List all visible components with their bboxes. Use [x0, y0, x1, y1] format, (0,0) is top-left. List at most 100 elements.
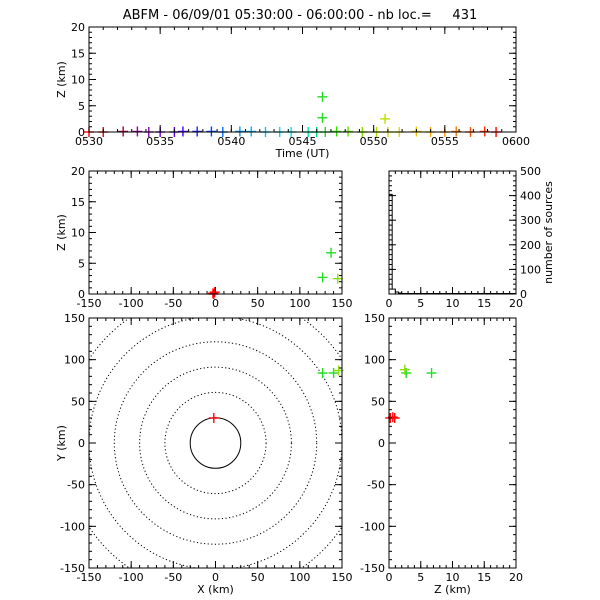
plan-view-panel: -150 -100 -50 0 50 100 150 -150 -100 -50 0 50 100 150…: [55, 312, 353, 596]
x-tick-label: 0: [386, 571, 393, 584]
range-ring: [89, 318, 342, 568]
y-tick-label: 50: [371, 395, 385, 408]
x-tick-label: 20: [509, 297, 523, 310]
x-tick-label: 50: [251, 297, 265, 310]
data-point: [209, 287, 220, 298]
x-axis-label: Z (km): [434, 583, 471, 596]
x-tick-label: 5: [417, 571, 424, 584]
y-tick-label: 500: [520, 165, 541, 178]
data-point: [332, 273, 343, 284]
y-axis-label: number of sources: [542, 181, 555, 284]
x-tick-label: -50: [164, 571, 182, 584]
x-tick-label: 0535: [146, 135, 174, 148]
y-tick-label: 10: [71, 74, 85, 87]
y-tick-label: -150: [60, 562, 85, 575]
x-tick-label: 100: [289, 297, 310, 310]
y-tick-label: -50: [67, 479, 85, 492]
data-point: [234, 126, 245, 137]
y-tick-label: 5: [78, 100, 85, 113]
y-tick-label: 150: [364, 312, 385, 325]
figure-title: ABFM - 06/09/01 05:30:00 - 06:00:00 - nb…: [123, 8, 478, 23]
data-point: [331, 126, 342, 137]
data-point: [208, 413, 219, 423]
y-tick-label: -50: [367, 479, 385, 492]
axes-frame: [88, 26, 517, 133]
data-point: [207, 288, 218, 299]
y-tick-label: 100: [520, 263, 541, 276]
x-tick-label: -150: [77, 571, 102, 584]
range-ring: [89, 318, 342, 568]
y-tick-label: 0: [78, 288, 85, 301]
range-ring: [113, 341, 318, 545]
data-point: [192, 126, 203, 137]
x-tick-label: 20: [509, 571, 523, 584]
x-tick-label: 50: [251, 571, 265, 584]
data-point: [317, 112, 328, 123]
x-tick-label: 0545: [289, 135, 317, 148]
x-height-panel: -150 -100 -50 0 50 100 150 0 5 10 15 20 Z (km): [55, 165, 353, 310]
axes-frame: [88, 170, 343, 295]
y-tick-label: 15: [71, 196, 85, 209]
data-point: [317, 91, 328, 102]
y-axis-label: Z (km): [55, 61, 68, 98]
x-tick-label: 5: [417, 297, 424, 310]
data-point: [317, 368, 328, 378]
y-tick-label: 0: [78, 126, 85, 139]
data-point: [118, 126, 129, 137]
x-tick-label: 10: [446, 297, 460, 310]
data-point: [317, 272, 328, 283]
y-tick-label: -100: [60, 520, 85, 533]
x-axis-label: X (km): [197, 583, 234, 596]
x-tick-label: 0550: [360, 135, 388, 148]
x-tick-label: -100: [119, 297, 144, 310]
y-tick-label: 15: [71, 47, 85, 60]
data-point: [132, 126, 143, 137]
x-tick-label: -150: [77, 297, 102, 310]
y-tick-label: 0: [378, 437, 385, 450]
y-axis-label: Z (km): [55, 214, 68, 251]
range-rings: [89, 318, 342, 568]
y-tick-label: 20: [71, 21, 85, 34]
x-tick-label: 0530: [75, 135, 103, 148]
y-tick-label: 200: [520, 239, 541, 252]
data-point: [177, 126, 188, 137]
x-tick-label: 10: [446, 571, 460, 584]
y-tick-label: 50: [71, 395, 85, 408]
data-point: [343, 126, 354, 137]
x-tick-label: 15: [477, 297, 491, 310]
x-tick-label: -100: [119, 571, 144, 584]
x-tick-label: 150: [332, 297, 353, 310]
y-tick-label: -100: [360, 520, 385, 533]
y-tick-label: 150: [64, 312, 85, 325]
x-tick-label: 15: [477, 571, 491, 584]
data-point: [426, 368, 437, 378]
y-tick-label: 300: [520, 214, 541, 227]
y-tick-label: 20: [71, 165, 85, 178]
range-ring: [164, 391, 267, 495]
axes-frame: [88, 317, 343, 569]
data-point: [328, 368, 339, 378]
y-tick-label: 5: [78, 257, 85, 270]
x-tick-label: -50: [164, 297, 182, 310]
height-y-panel: 0 5 10 15 20 -150 -100 -50 0 50 100 150 Z (km): [360, 312, 523, 596]
histogram-line: [388, 193, 516, 295]
x-tick-label: 100: [289, 571, 310, 584]
data-point: [479, 126, 490, 137]
x-tick-label: 150: [332, 571, 353, 584]
data-point: [380, 113, 391, 124]
x-tick-label: 0: [212, 571, 219, 584]
x-tick-label: 0600: [502, 135, 530, 148]
data-point: [399, 364, 410, 375]
data-point: [246, 126, 257, 137]
y-tick-label: 0: [520, 288, 527, 301]
y-axis-label: Y (km): [55, 425, 68, 462]
axes-frame: [388, 317, 517, 569]
y-tick-label: 100: [364, 354, 385, 367]
data-point: [206, 126, 217, 137]
range-ring: [139, 366, 292, 520]
x-tick-label: 0: [212, 297, 219, 310]
time-height-panel: 0530 0535 0540 0545 0550 0555 0600 0 5 10 15 20 Z (k…: [55, 21, 530, 160]
